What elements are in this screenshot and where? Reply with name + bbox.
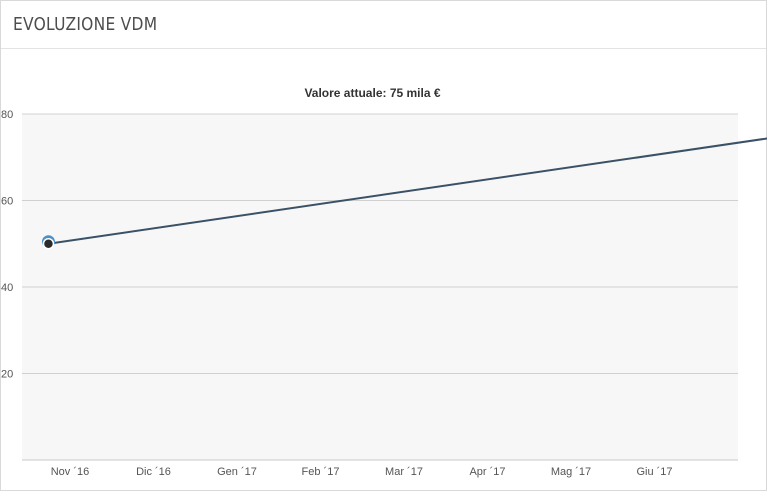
- panel-title: EVOLUZIONE VDM: [13, 14, 158, 35]
- x-tick-label: Gen ´17: [217, 466, 257, 478]
- x-tick-label: Apr ´17: [469, 466, 505, 478]
- x-axis-ticks: Nov ´16 Dic ´16 Gen ´17 Feb ´17 Mar ´17 Apr ´…: [51, 466, 673, 478]
- y-tick-label: 40: [1, 282, 13, 294]
- series-line: [48, 137, 767, 245]
- data-point[interactable]: [42, 238, 55, 250]
- grid-lines: [22, 113, 738, 461]
- x-tick-label: Mar ´17: [385, 466, 423, 478]
- x-tick-label: Giu ´17: [636, 466, 672, 478]
- chart-title: Valore attuale: 75 mila €: [304, 86, 441, 100]
- y-tick-label: 80: [1, 109, 13, 121]
- panel-header: EVOLUZIONE VDM: [1, 1, 766, 49]
- x-tick-label: Nov ´16: [51, 466, 90, 478]
- x-tick-label: Dic ´16: [136, 466, 171, 478]
- series-group: [41, 137, 767, 250]
- y-tick-label: 20: [1, 369, 13, 381]
- y-tick-label: 60: [1, 196, 13, 208]
- x-tick-label: Mag ´17: [551, 466, 591, 478]
- x-tick-label: Feb ´17: [302, 466, 340, 478]
- y-axis-ticks: 20 40 60 80: [1, 109, 13, 381]
